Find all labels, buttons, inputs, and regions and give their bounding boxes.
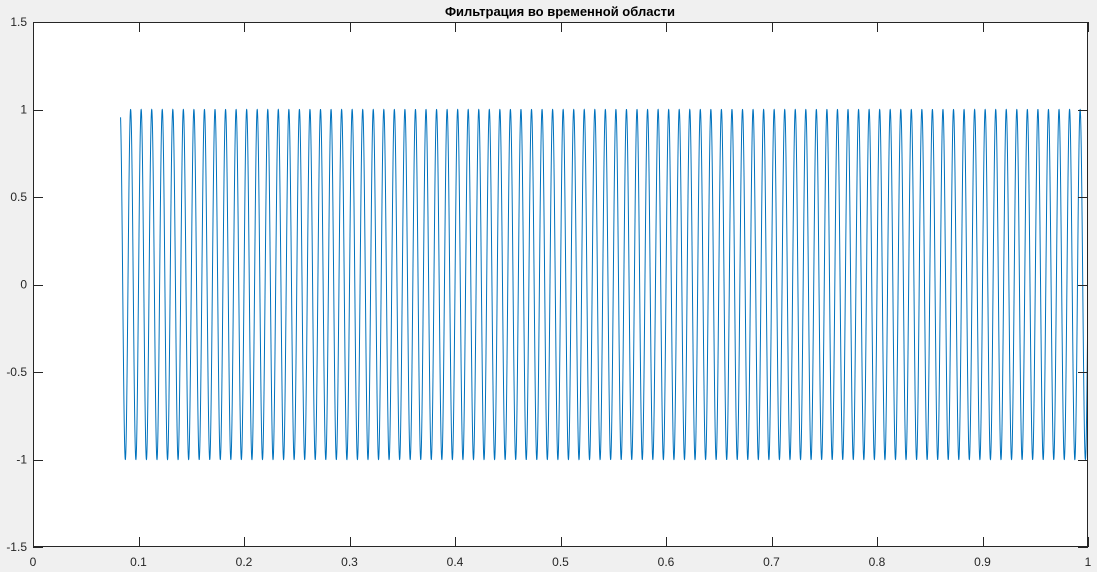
y-tick-label: -0.5 (6, 365, 27, 379)
y-tick-label: -1 (16, 453, 27, 467)
x-tick-label: 0.6 (658, 555, 675, 569)
y-tick-label: 0.5 (10, 190, 27, 204)
axes-frame (33, 22, 1088, 547)
signal-series-line (120, 108, 1088, 461)
y-tick-label: -1.5 (6, 540, 27, 554)
plot-area (120, 108, 1088, 461)
x-tick-label: 0.8 (869, 555, 886, 569)
x-axis: 0 0.1 0.2 0.3 0.4 0.5 0.6 0.7 0.8 0.9 1 (30, 22, 1092, 569)
y-tick-label: 1.5 (10, 15, 27, 29)
x-tick-label: 0.4 (447, 555, 464, 569)
x-tick-label: 0.9 (974, 555, 991, 569)
y-tick-label: 0 (20, 278, 27, 292)
x-tick-label: 0.7 (763, 555, 780, 569)
x-tick-label: 0.2 (236, 555, 253, 569)
x-tick-label: 1 (1085, 555, 1092, 569)
x-tick-label: 0.1 (130, 555, 147, 569)
x-tick-label: 0.5 (552, 555, 569, 569)
x-tick-label: 0.3 (341, 555, 358, 569)
x-tick-label: 0 (30, 555, 37, 569)
y-axis: -1.5 -1 -0.5 0 0.5 1 1.5 (6, 15, 1088, 554)
chart-title: Фильтрация во временной области (445, 4, 675, 19)
y-tick-label: 1 (20, 103, 27, 117)
